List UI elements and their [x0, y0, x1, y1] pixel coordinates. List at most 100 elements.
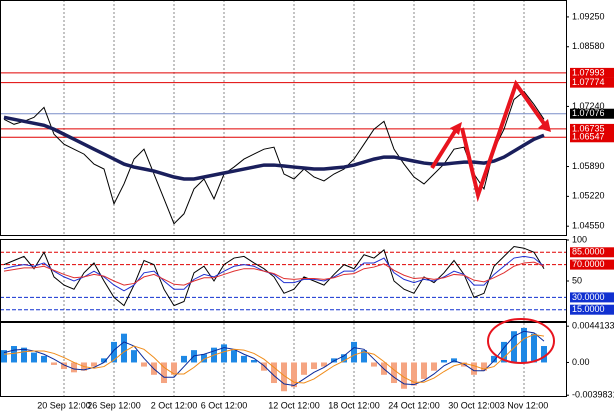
bar	[91, 362, 97, 367]
level-label: 1.07993	[572, 67, 605, 77]
series-line	[3, 115, 545, 181]
bar	[221, 344, 227, 363]
bar	[61, 362, 67, 370]
y-tick-label: 0.00	[572, 357, 590, 367]
series-line	[3, 261, 545, 286]
level-label-bg	[570, 259, 614, 270]
level-label: 1.07076	[572, 108, 605, 118]
level-label: 30.0000	[572, 292, 605, 302]
bar	[311, 362, 317, 370]
bar	[241, 355, 247, 363]
bar	[491, 355, 497, 363]
x-tick-label: 18 Oct 12:00	[328, 400, 380, 410]
bar	[351, 341, 357, 363]
arrow-head	[450, 122, 462, 135]
bar	[471, 362, 477, 375]
series-line	[3, 90, 545, 225]
series-line	[3, 246, 545, 307]
y-tick-label: 1.08580	[572, 41, 605, 51]
arrow-head	[538, 119, 551, 132]
bar	[321, 362, 327, 367]
x-tick-label: 6 Oct 12:00	[201, 400, 248, 410]
bar	[51, 362, 57, 365]
series-line	[3, 255, 545, 292]
x-tick-label: 2 Oct 12:00	[151, 400, 198, 410]
annotation-arrow	[430, 126, 459, 170]
y-tick-label: 1.07240	[572, 101, 605, 111]
bar	[401, 362, 407, 389]
bar	[161, 362, 167, 384]
annotations	[430, 79, 555, 364]
bar	[271, 362, 277, 384]
bar	[441, 360, 447, 363]
bar	[421, 362, 427, 379]
bar	[521, 327, 527, 363]
bar	[41, 355, 47, 363]
bar	[261, 362, 267, 371]
bar	[541, 346, 547, 363]
level-label: 1.07774	[572, 77, 605, 87]
bar	[301, 362, 307, 375]
bar	[391, 362, 397, 384]
bar	[501, 341, 507, 363]
bar	[171, 362, 177, 375]
bar	[341, 354, 347, 363]
bar	[481, 362, 487, 371]
y-tick-label: 50	[572, 275, 582, 285]
bar	[371, 362, 377, 367]
bar	[511, 331, 517, 363]
y-tick-label: 1.04550	[572, 221, 605, 231]
panel-borders	[0, 0, 567, 397]
y-tick-label: 0.0044133	[572, 321, 614, 331]
series-line	[3, 333, 545, 384]
bar	[411, 362, 417, 386]
annotation-circle	[487, 318, 555, 364]
bar	[361, 350, 367, 363]
annotation-arrow	[460, 79, 547, 203]
y-tick-label: -0.0039831	[572, 390, 614, 400]
level-label-bg	[570, 132, 614, 143]
level-label: 85.0000	[572, 247, 605, 257]
bar	[21, 347, 27, 363]
level-label-bg	[570, 123, 614, 134]
bar	[531, 333, 537, 363]
x-tick-label: 3 Nov 12:00	[500, 400, 549, 410]
bar	[141, 362, 147, 367]
bar	[281, 362, 287, 392]
level-label-bg	[570, 67, 614, 78]
bar	[231, 350, 237, 363]
bar	[291, 362, 297, 388]
bar	[11, 346, 17, 363]
x-tick-label: 30 Oct 12:00	[448, 400, 500, 410]
bar	[201, 354, 207, 363]
y-tick-label: 1.05220	[572, 191, 605, 201]
y-tick-label: 1.09250	[572, 11, 605, 21]
bar	[431, 362, 437, 371]
bar	[131, 350, 137, 363]
level-label-bg	[570, 108, 614, 119]
level-label-bg	[570, 77, 614, 88]
series-line	[3, 330, 545, 387]
level-label: 15.0000	[572, 304, 605, 314]
bar	[31, 352, 37, 363]
bar	[251, 360, 257, 363]
x-tick-label: 20 Sep 12:00	[37, 400, 91, 410]
y-tick-label: 100	[572, 234, 587, 244]
bar	[111, 341, 117, 363]
level-label: 1.06547	[572, 132, 605, 142]
level-label-bg	[570, 292, 614, 303]
y-tick-label: 1.05890	[572, 161, 605, 171]
level-label-bg	[570, 247, 614, 258]
x-tick-label: 24 Oct 12:00	[388, 400, 440, 410]
bar	[71, 362, 77, 373]
level-label: 1.06735	[572, 123, 605, 133]
level-label: 70.0000	[572, 259, 605, 269]
bar	[1, 350, 7, 363]
x-tick-label: 26 Sep 12:00	[87, 400, 141, 410]
bar	[181, 355, 187, 363]
bar	[121, 333, 127, 363]
bar	[101, 358, 107, 363]
level-label-bg	[570, 304, 614, 315]
x-tick-label: 12 Oct 12:00	[268, 400, 320, 410]
